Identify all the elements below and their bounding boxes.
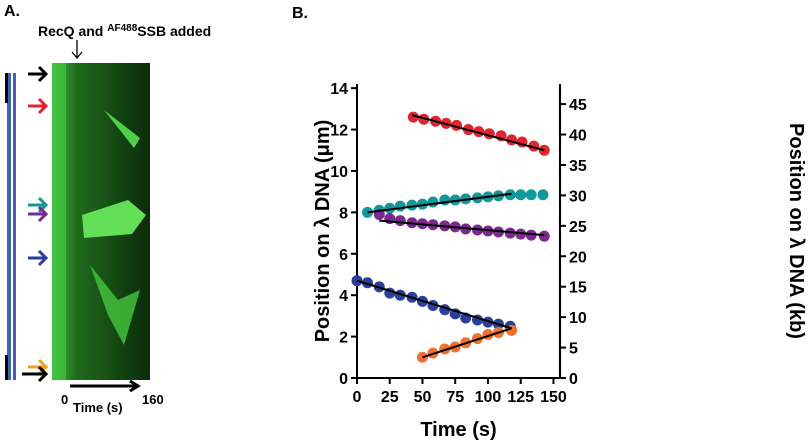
arrows [22, 65, 49, 383]
kymograph-streak [90, 265, 140, 345]
panel-a: A. RecQ and AF488SSB added 0 160 Time (s… [4, 3, 211, 415]
x-tick-label: 0 [353, 389, 362, 406]
kymograph-band [52, 63, 66, 380]
point [394, 215, 406, 227]
y2-tick-label: 45 [569, 97, 587, 114]
y2-tick-label: 20 [569, 249, 587, 266]
y2-tick-label: 40 [569, 128, 587, 145]
point [525, 229, 537, 241]
x-tick-label: 100 [475, 389, 502, 406]
point [537, 189, 549, 201]
point [407, 111, 419, 123]
point [384, 202, 396, 214]
y-tick-label: 0 [339, 371, 348, 388]
panel-label: B. [292, 5, 308, 22]
point [515, 228, 527, 240]
point [515, 189, 527, 201]
y-tick-label: 2 [339, 330, 348, 347]
y2-tick-label: 0 [569, 371, 578, 388]
x-tick-label: 25 [381, 389, 399, 406]
time-label: Time (s) [73, 400, 123, 415]
point [427, 196, 439, 208]
y-tick-label: 10 [330, 164, 348, 181]
annotation: RecQ and AF488SSB added [38, 23, 211, 39]
x-tick-label: 150 [540, 389, 567, 406]
annotation-part: RecQ and [38, 23, 107, 39]
fit-line [356, 279, 512, 330]
point [394, 200, 406, 212]
y2-tick-label: 10 [569, 310, 587, 327]
annotation-part: SSB added [137, 23, 211, 39]
y2-tick-label: 25 [569, 219, 587, 236]
panel-b: B. 0 2 4 6 8 10 12 14 0 5 10 15 20 25 30 35 40 45 0 25 50 75 1… [292, 5, 807, 441]
y2-axis-label: Position on λ DNA (kb) [785, 123, 807, 339]
kymograph-blob [82, 200, 146, 238]
fit-line [367, 192, 512, 214]
y2-tick-label: 35 [569, 158, 587, 175]
y-tick-label: 6 [339, 247, 348, 264]
y-tick-label: 14 [330, 81, 348, 98]
point [525, 189, 537, 201]
y2-tick-label: 30 [569, 188, 587, 205]
x-axis-label: Time (s) [420, 419, 496, 441]
dna-end [5, 355, 8, 380]
point [538, 230, 550, 242]
y-tick-label: 8 [339, 205, 348, 222]
point [449, 194, 461, 206]
x-tick-label: 50 [414, 389, 432, 406]
time-start: 0 [61, 392, 68, 407]
dna-end [5, 73, 8, 103]
fit-line [411, 114, 545, 152]
annotation-superscript: AF488 [107, 23, 137, 34]
panel-label: A. [4, 3, 20, 20]
x-tick-label: 75 [446, 389, 464, 406]
time-end: 160 [142, 392, 164, 407]
time-arrow [70, 379, 141, 393]
y2-tick-label: 5 [569, 341, 578, 358]
fit-line [379, 219, 545, 237]
x-tick-label: 125 [507, 389, 534, 406]
y-tick-label: 12 [330, 123, 348, 140]
fit-line [422, 327, 512, 359]
dna-bar [13, 73, 16, 380]
y-tick-label: 4 [339, 288, 348, 305]
point [416, 198, 428, 210]
y-axis-label: Position on λ DNA (μm) [312, 120, 334, 343]
kymograph-streak [104, 110, 140, 148]
add-arrow [71, 40, 83, 60]
dna-bar [7, 73, 11, 380]
y2-tick-label: 15 [569, 280, 587, 297]
